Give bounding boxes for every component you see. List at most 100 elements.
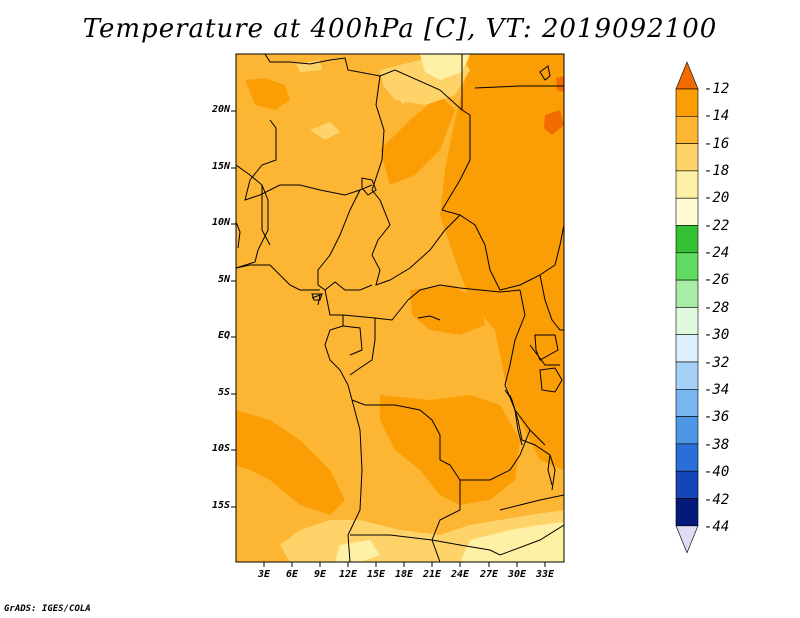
border-nigeria-benin (261, 185, 271, 246)
colorbar-box (675, 170, 699, 199)
border-east-1 (539, 274, 564, 331)
colorbar (675, 61, 699, 554)
border-south-2 (431, 539, 441, 562)
lat-label-15n: 15N (211, 161, 230, 172)
field-hot-northeast (544, 110, 564, 135)
border-gabon (342, 325, 363, 356)
colorbar-box (675, 388, 699, 417)
border-north-1 (264, 54, 463, 111)
coast-gulf-of-guinea (236, 264, 320, 291)
colorbar-box (675, 225, 699, 254)
lon-label-9e: 9E (313, 569, 327, 580)
border-equatorial (311, 294, 321, 306)
colorbar-box (675, 116, 699, 144)
field-coolest-north (420, 54, 470, 80)
field-hot-east (556, 76, 564, 92)
colorbar-label-m24: -24 (704, 245, 730, 261)
lat-label-5n: 5N (217, 274, 230, 285)
colorbar-label-m16: -16 (704, 136, 730, 152)
ubangi-river (417, 315, 441, 321)
lon-label-12e: 12E (338, 569, 358, 580)
border-southeast (499, 494, 564, 511)
colorbar-box (675, 470, 699, 499)
colorbar-box (675, 143, 699, 172)
lake-nasser (539, 65, 551, 81)
field-cool-northcentral (310, 122, 340, 140)
colorbar-label-m32: -32 (704, 355, 730, 371)
lon-label-33e: 33E (535, 569, 555, 580)
country-borders (236, 54, 564, 562)
border-congo-drc (349, 318, 376, 376)
colorbar-label-m42: -42 (704, 492, 730, 508)
lon-label-18e: 18E (394, 569, 414, 580)
colorbar-label-m14: -14 (704, 108, 730, 124)
field-coolest-south (460, 522, 564, 562)
bioko-island (311, 293, 323, 301)
lon-label-6e: 6E (285, 569, 299, 580)
colorbar-label-m26: -26 (704, 272, 730, 288)
colorbar-label-m12: -12 (704, 81, 730, 97)
border-north-3 (474, 85, 564, 89)
border-nigeria-cameroon (317, 189, 373, 291)
colorbar-box (675, 88, 699, 117)
lon-label-27e: 27E (479, 569, 499, 580)
colorbar-label-m40: -40 (704, 464, 730, 480)
grads-credit: GrADS: IGES/COLA (4, 604, 91, 614)
field-warm-north (380, 95, 455, 185)
colorbar-box (675, 334, 699, 363)
lake-chad (361, 177, 377, 196)
lon-label-15e: 15E (366, 569, 386, 580)
colorbar-box (675, 498, 699, 527)
border-north-2 (441, 54, 471, 211)
lon-label-3e: 3E (257, 569, 271, 580)
colorbar-label-m38: -38 (704, 437, 730, 453)
border-zambia (460, 429, 531, 481)
lat-label-10n: 10N (211, 217, 230, 228)
border-drc-east (504, 289, 546, 446)
border-niger-nigeria (244, 119, 373, 201)
border-car-sudan (459, 214, 564, 291)
lon-label-21e: 21E (422, 569, 442, 580)
colorbar-label-m34: -34 (704, 382, 730, 398)
lat-ticks (231, 110, 236, 508)
map-title: Temperature at 400hPa [C], VT: 201909210… (82, 14, 718, 44)
lon-label-30e: 30E (507, 569, 527, 580)
colorbar-arrow-top (675, 61, 699, 90)
field-warm-central (410, 285, 485, 335)
colorbar-label-m36: -36 (704, 409, 730, 425)
field-cool-patch (396, 86, 418, 104)
lon-ticks (263, 562, 546, 567)
map-frame (235, 53, 565, 563)
colorbar-box (675, 416, 699, 445)
field-warm-east (440, 54, 564, 470)
lat-label-10s: 10S (211, 443, 230, 454)
field-warm-south (380, 395, 520, 505)
colorbar-label-m28: -28 (704, 300, 730, 316)
border-chad-s (371, 199, 461, 286)
border-angola (351, 399, 461, 541)
colorbar-label-m18: -18 (704, 163, 730, 179)
lake-tanganyika (509, 394, 523, 446)
border-west-1 (236, 164, 269, 269)
colorbar-label-m44: -44 (704, 519, 730, 535)
border-angola-w (347, 399, 363, 562)
border-south-1 (350, 524, 564, 556)
colorbar-label-m22: -22 (704, 218, 730, 234)
lake-malawi (547, 454, 553, 486)
border-east-3 (529, 344, 560, 366)
lake-victoria (539, 367, 563, 393)
lat-label-15s: 15S (211, 500, 230, 511)
colorbar-box (675, 279, 699, 308)
lon-label-24e: 24E (450, 569, 470, 580)
colorbar-label-m30: -30 (704, 327, 730, 343)
colorbar-box (675, 197, 699, 226)
colorbar-box (675, 307, 699, 335)
colorbar-box (675, 361, 699, 390)
lat-label-20n: 20N (211, 104, 230, 115)
border-drc-north (407, 284, 521, 301)
field-warm-southwest (236, 410, 345, 515)
colorbar-box (675, 443, 699, 472)
colorbar-arrow-bottom (675, 525, 699, 554)
colorbar-box (675, 252, 699, 281)
